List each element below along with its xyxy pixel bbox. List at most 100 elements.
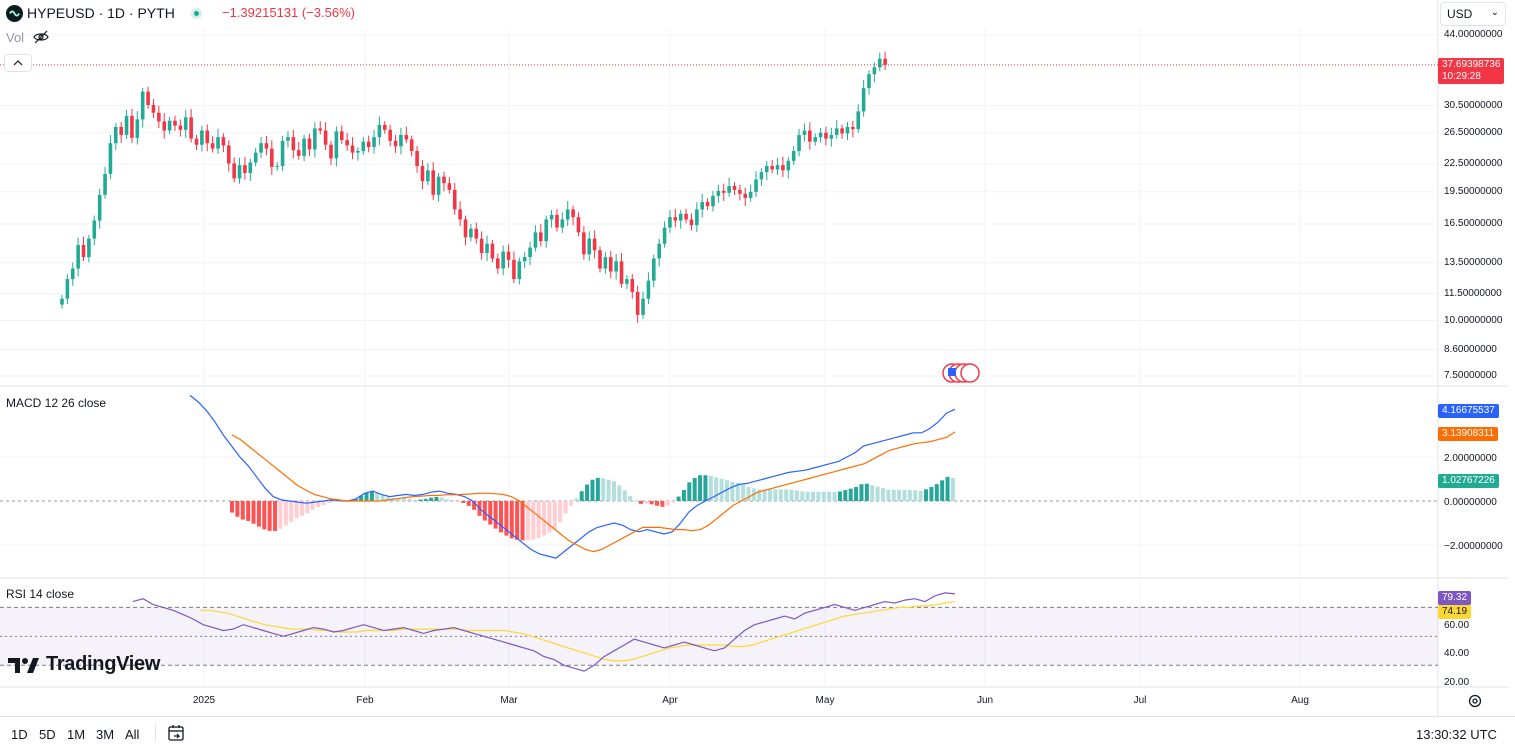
currency-select[interactable]: USD ⌄ [1440, 2, 1506, 26]
macd-histogram-bar [746, 486, 751, 501]
candle [582, 226, 586, 260]
candle [743, 187, 748, 206]
rsi-lines [0, 592, 1438, 672]
candle [824, 126, 828, 146]
candle [140, 87, 145, 128]
rsi-pane-label[interactable]: RSI 14 close [6, 587, 75, 601]
macd-histogram-bar [563, 501, 568, 514]
candle-body [479, 238, 484, 253]
macd-histogram-bar [762, 489, 767, 501]
range-3m-button[interactable]: 3M [96, 727, 115, 742]
candle [614, 254, 618, 280]
macd-histogram-bar [273, 501, 278, 531]
candle-body [189, 117, 193, 139]
macd-histogram-bar [515, 501, 520, 540]
candle [781, 156, 785, 178]
macd-histogram-bar [918, 490, 923, 501]
collapse-legend-button[interactable] [4, 54, 32, 72]
candle [657, 238, 661, 267]
candle-body [501, 251, 505, 269]
candle [818, 127, 823, 143]
macd-scale-tick: 2.00000000 [1444, 453, 1497, 464]
candle [630, 274, 635, 299]
candle-body [194, 138, 199, 145]
symbol-title[interactable]: HYPEUSD · 1D · PYTH [27, 5, 175, 21]
candle-body [759, 172, 764, 180]
macd-histogram-bar [907, 489, 912, 501]
candle [404, 126, 409, 144]
candle [264, 135, 269, 156]
candle-body [818, 132, 823, 138]
macd-histogram-bar [929, 487, 934, 501]
range-1d-button[interactable]: 1D [11, 727, 28, 742]
settings-gear-icon[interactable] [1467, 693, 1483, 714]
macd-histogram-bar [880, 488, 885, 501]
tradingview-logo-icon [8, 657, 39, 673]
range-1m-button[interactable]: 1M [67, 727, 86, 742]
candle-body [458, 209, 462, 220]
macd-histogram-bar [848, 488, 853, 501]
macd-histogram-bar [429, 497, 434, 501]
candle [313, 122, 317, 158]
macd-histogram-bar [703, 475, 708, 501]
candle-body [140, 91, 145, 120]
candle-body [76, 244, 80, 269]
macd-histogram-bar [891, 489, 896, 501]
candle [291, 129, 296, 159]
macd-scale-tick: 0.00000000 [1444, 497, 1497, 508]
macd-histogram-bar [369, 491, 374, 501]
go-to-date-icon[interactable] [166, 723, 186, 748]
macd-histogram-bar [649, 501, 654, 505]
range-all-button[interactable]: All [125, 727, 140, 742]
macd-pane-label[interactable]: MACD 12 26 close [6, 396, 107, 410]
macd-histogram-bar [843, 490, 848, 501]
price-scale-tick: 10.00000000 [1444, 314, 1503, 326]
candle-body [824, 132, 828, 139]
candle [802, 123, 807, 142]
macd-histogram-bar [622, 490, 627, 501]
candle-body [442, 176, 446, 184]
candle-body [528, 247, 532, 258]
utc-clock[interactable]: 13:30:32 UTC [1416, 727, 1497, 742]
candle-body [146, 91, 150, 105]
macd-histogram-bar [235, 501, 240, 517]
macd-histogram-bar [294, 501, 299, 519]
candle [635, 285, 640, 323]
candle [162, 113, 167, 139]
candle [474, 222, 479, 244]
candle [662, 221, 667, 248]
candle-body [178, 125, 183, 130]
macd-histogram-bar [552, 501, 557, 530]
macd-histogram-bar [267, 501, 272, 531]
candle [522, 252, 527, 268]
candle-body [404, 134, 409, 140]
candle [210, 135, 215, 153]
candle-body [587, 238, 592, 255]
candle-body [339, 131, 344, 141]
candle-body [205, 130, 210, 144]
candle [587, 231, 592, 261]
signal-value-tag: 3.13908311 [1438, 427, 1499, 441]
macd-histogram-bar [784, 489, 789, 501]
hidden-eye-icon[interactable] [33, 30, 49, 49]
range-5d-button[interactable]: 5D [39, 727, 56, 742]
candle [748, 184, 753, 202]
x-axis-label: Apr [662, 695, 678, 706]
macd-histogram-bar [606, 479, 611, 501]
candle-body [754, 179, 758, 192]
macd-histogram-bar [730, 481, 735, 501]
tradingview-logo[interactable]: TradingView [8, 653, 160, 676]
market-status-icon[interactable] [191, 8, 202, 19]
candle [646, 272, 651, 304]
candle [318, 121, 323, 135]
candle-body [867, 74, 871, 89]
candle-body [635, 291, 640, 315]
candle-body [307, 138, 312, 150]
candle [883, 51, 887, 71]
candle-body [329, 144, 333, 159]
volume-label[interactable]: Vol [6, 30, 25, 45]
macd-histogram-bar [741, 484, 746, 501]
macd-histogram-bar [461, 501, 466, 503]
macd-histogram-bar [332, 501, 337, 502]
